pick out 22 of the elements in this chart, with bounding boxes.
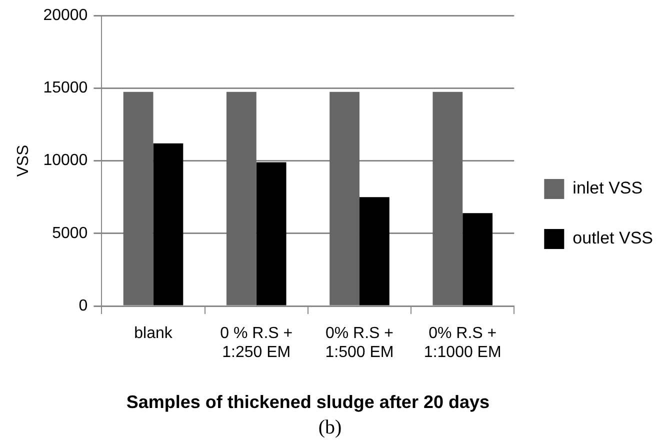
bar: [432, 92, 463, 306]
y-tick-label: 20000: [43, 7, 88, 24]
x-tick-label: blank: [134, 325, 174, 342]
x-tick-label: 0 % R.S + 1:250 EM: [220, 325, 293, 362]
legend-label: outlet VSS: [572, 228, 653, 248]
x-tick-label: 0% R.S + 1:1000 EM: [424, 325, 502, 362]
bar: [226, 92, 256, 306]
x-axis-title: Samples of thickened sludge after 20 days: [126, 392, 490, 412]
legend-label: inlet VSS: [572, 178, 643, 198]
bar: [123, 92, 154, 306]
bar: [359, 197, 390, 306]
bar: [256, 162, 286, 306]
bar: [462, 213, 493, 306]
text: (b): [318, 416, 342, 438]
x-tick-label: 0% R.S + 1:500 EM: [325, 325, 394, 362]
y-tick-label: 0: [78, 297, 88, 314]
y-tick-label: 10000: [43, 152, 88, 170]
y-axis-title: VSS: [15, 144, 32, 177]
y-tick-label: 5000: [52, 224, 88, 242]
bar: [153, 143, 184, 306]
y-tick-label: 15000: [43, 80, 88, 97]
bar: [330, 92, 360, 306]
